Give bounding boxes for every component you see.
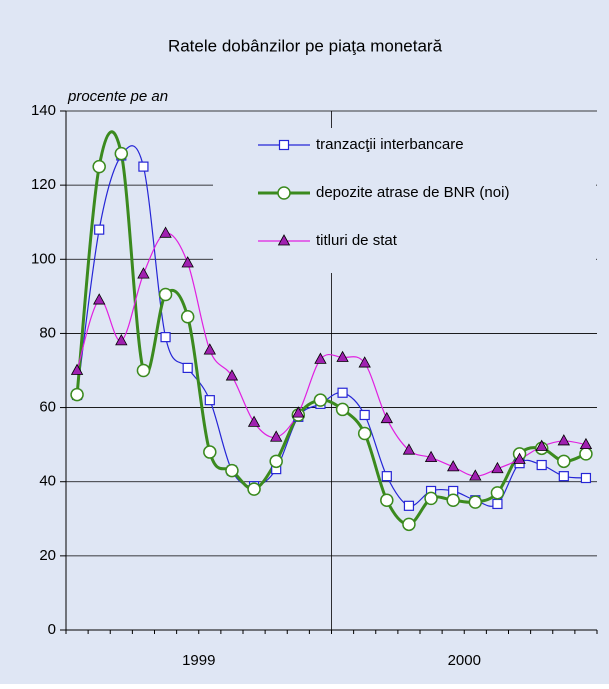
y-tick-label: 120 — [31, 176, 56, 193]
data-point — [138, 161, 149, 172]
chart-title: Ratele dobânzilor pe piaţa monetară — [168, 36, 443, 55]
data-point — [247, 482, 261, 496]
data-point — [137, 267, 150, 279]
data-point — [447, 460, 460, 472]
data-point — [402, 517, 416, 532]
data-point — [314, 352, 327, 364]
data-point — [358, 356, 371, 368]
data-point — [70, 387, 84, 402]
data-point — [203, 445, 217, 459]
data-point — [292, 406, 305, 418]
data-point — [336, 350, 349, 362]
data-point — [335, 402, 350, 417]
data-point — [182, 362, 193, 374]
data-point — [92, 159, 106, 174]
data-point — [94, 224, 105, 235]
x-group-label: 2000 — [448, 652, 481, 669]
legend-label: titluri de stat — [316, 232, 398, 249]
data-point — [492, 498, 503, 510]
data-point — [490, 486, 505, 500]
data-point — [159, 226, 172, 238]
data-point — [70, 363, 84, 375]
data-point — [136, 363, 151, 378]
data-point — [380, 493, 394, 507]
legend-label: tranzacţii interbancare — [316, 136, 464, 153]
data-point — [270, 430, 283, 442]
data-point — [381, 471, 392, 482]
data-point — [115, 334, 128, 346]
data-point — [558, 471, 569, 482]
legend-marker — [278, 139, 290, 151]
data-point — [536, 459, 547, 471]
data-point — [204, 395, 215, 406]
y-tick-label: 140 — [31, 102, 56, 119]
data-point — [180, 309, 195, 324]
data-point — [359, 409, 370, 421]
data-point — [468, 495, 483, 509]
legend-marker — [277, 234, 291, 246]
data-point — [513, 452, 526, 464]
data-point — [535, 439, 548, 451]
data-point — [114, 146, 129, 161]
data-point — [557, 454, 571, 469]
data-point — [580, 472, 592, 484]
data-point — [469, 469, 482, 481]
legend-marker — [277, 186, 291, 200]
data-point — [203, 343, 216, 355]
y-tick-label: 100 — [31, 250, 56, 267]
y-tick-label: 80 — [39, 324, 56, 341]
data-point — [337, 387, 348, 398]
y-tick-label: 60 — [39, 399, 56, 416]
data-point — [491, 461, 504, 474]
data-point — [225, 463, 239, 478]
y-tick-label: 40 — [39, 473, 56, 490]
data-point — [380, 411, 393, 424]
legend-label: depozite atrase de BNR (noi) — [316, 184, 509, 201]
data-point — [313, 393, 328, 407]
data-point — [158, 287, 173, 302]
data-point — [160, 332, 171, 343]
x-group-label: 1999 — [182, 652, 215, 669]
data-point — [93, 293, 106, 305]
data-point — [557, 434, 570, 446]
data-point — [247, 415, 261, 427]
data-point — [403, 500, 415, 511]
data-point — [269, 454, 283, 469]
data-point — [446, 493, 460, 507]
data-point — [424, 450, 438, 463]
data-point — [402, 443, 416, 455]
data-point — [181, 256, 194, 268]
y-axis-label: procente pe an — [67, 88, 168, 105]
y-tick-label: 20 — [39, 547, 56, 564]
data-point — [579, 437, 593, 450]
data-point — [424, 491, 438, 506]
data-point — [579, 447, 593, 461]
y-tick-label: 0 — [48, 621, 56, 638]
data-point — [357, 426, 372, 441]
legend-background — [213, 128, 596, 273]
data-point — [225, 369, 239, 381]
